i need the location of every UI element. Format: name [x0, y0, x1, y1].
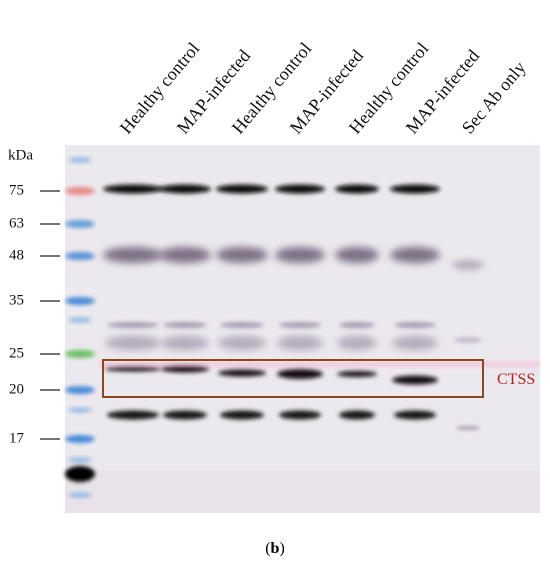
- ctss-box: [102, 359, 484, 398]
- band: [216, 247, 268, 263]
- band: [105, 366, 161, 372]
- marker-label: 75: [9, 182, 24, 198]
- band: [107, 322, 159, 328]
- ladder-band: [65, 386, 95, 394]
- band: [456, 426, 480, 430]
- band: [218, 336, 266, 350]
- band: [277, 369, 323, 379]
- band: [159, 184, 211, 194]
- band: [161, 365, 209, 373]
- band: [159, 247, 211, 263]
- band: [277, 336, 323, 350]
- band: [279, 410, 321, 420]
- band: [218, 369, 266, 377]
- unit-label: kDa: [8, 147, 33, 163]
- marker-ticks: 75 63 48 35 25 20 17: [9, 182, 60, 446]
- ladder-band: [68, 317, 92, 323]
- band: [392, 336, 438, 350]
- ladder-band: [68, 157, 92, 163]
- marker-label: 63: [9, 215, 24, 231]
- ladder-band: [65, 435, 95, 443]
- band: [339, 322, 375, 328]
- band: [279, 322, 321, 328]
- caption-open: (: [265, 540, 270, 557]
- band: [394, 410, 436, 420]
- band: [105, 336, 161, 350]
- band: [394, 322, 436, 328]
- band: [337, 336, 377, 350]
- band: [390, 247, 440, 263]
- band: [107, 410, 159, 420]
- ladder-band: [65, 220, 95, 228]
- marker-label: 20: [9, 381, 24, 397]
- bands: [100, 184, 540, 430]
- band: [337, 371, 377, 377]
- band: [335, 247, 379, 263]
- band: [452, 261, 484, 269]
- band: [390, 184, 440, 194]
- ladder-band: [68, 457, 92, 463]
- band: [454, 337, 482, 343]
- band: [103, 247, 163, 263]
- band: [216, 184, 268, 194]
- ladder: [65, 157, 95, 498]
- ladder-band: [65, 297, 95, 305]
- band: [220, 322, 264, 328]
- band: [161, 336, 209, 350]
- band: [392, 375, 438, 385]
- blot-bottom: [65, 470, 540, 513]
- band: [275, 184, 325, 194]
- band: [220, 410, 264, 420]
- ladder-dye: [65, 466, 95, 482]
- ladder-band: [68, 407, 92, 413]
- caption-letter: b: [271, 540, 280, 557]
- band: [339, 410, 375, 420]
- marker-label: 17: [9, 430, 25, 446]
- ladder-band: [65, 350, 95, 358]
- marker-label: 48: [9, 247, 24, 263]
- band: [163, 410, 207, 420]
- pink-streak: [100, 362, 540, 367]
- marker-label: 35: [9, 292, 24, 308]
- ladder-band: [68, 492, 92, 498]
- caption: (b): [265, 540, 285, 557]
- annotation: CTSS: [497, 371, 535, 388]
- ladder-band: [65, 187, 95, 195]
- ladder-band: [65, 252, 95, 260]
- marker-label: 25: [9, 345, 24, 361]
- band: [103, 184, 163, 194]
- blot-membrane: [65, 145, 540, 513]
- caption-close: ): [279, 540, 284, 557]
- band: [275, 247, 325, 263]
- band: [163, 322, 207, 328]
- band: [335, 184, 379, 194]
